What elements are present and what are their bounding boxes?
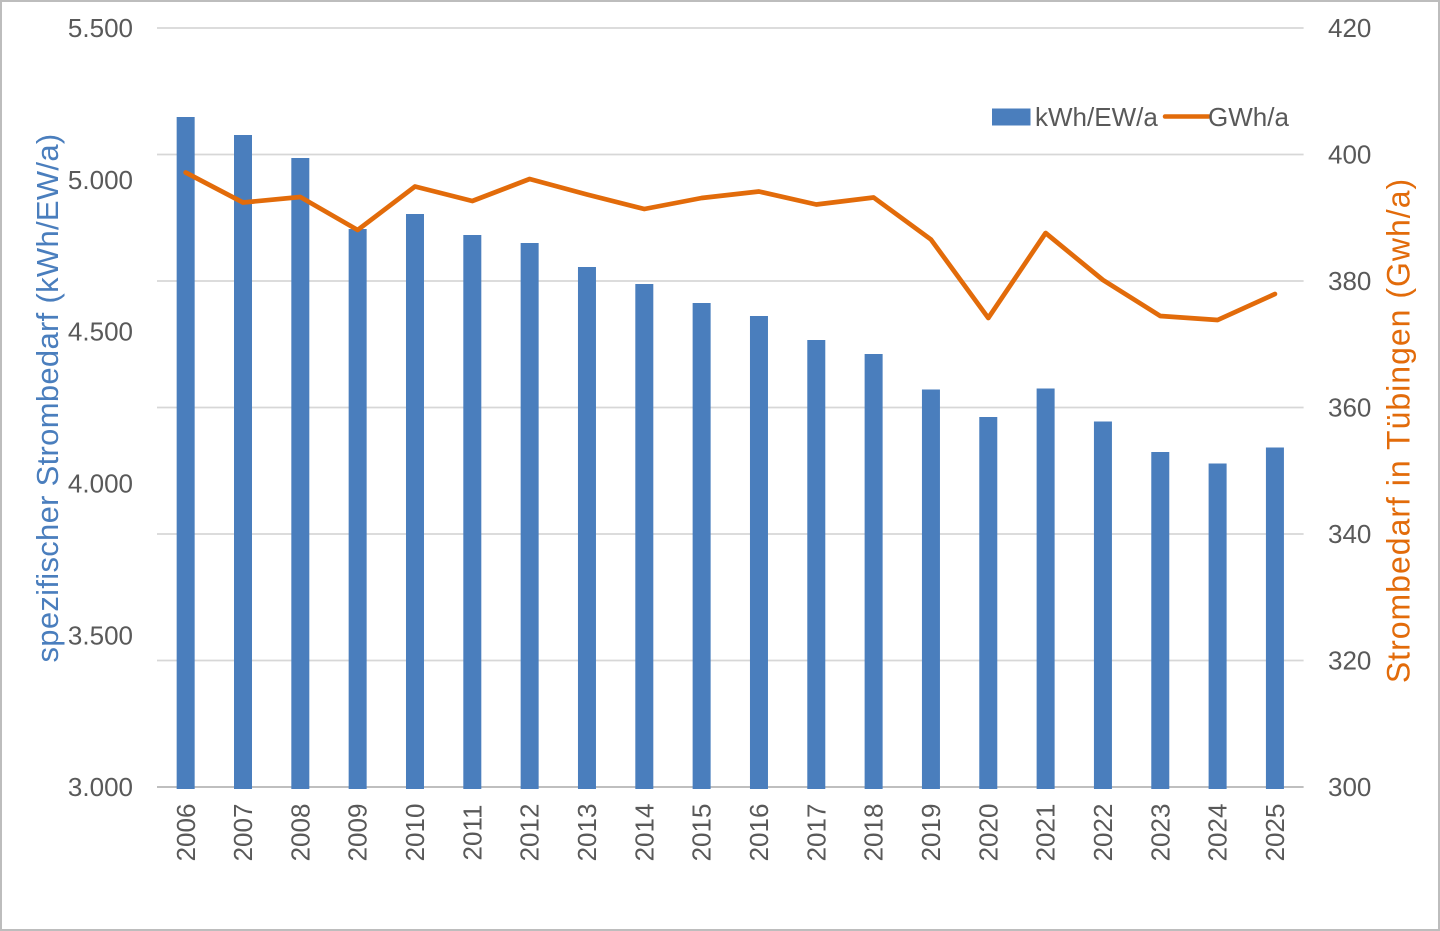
svg-text:Strombedarf in Tübingen (Gwh/a: Strombedarf in Tübingen (Gwh/a): [1381, 178, 1417, 683]
svg-text:2021: 2021: [1031, 804, 1061, 862]
svg-text:GWh/a: GWh/a: [1208, 102, 1289, 132]
svg-text:3.500: 3.500: [68, 620, 133, 650]
svg-text:320: 320: [1328, 646, 1371, 676]
svg-text:300: 300: [1328, 772, 1371, 802]
svg-text:2008: 2008: [285, 804, 315, 862]
svg-text:2011: 2011: [457, 805, 487, 861]
svg-text:2025: 2025: [1260, 804, 1290, 862]
svg-text:2016: 2016: [744, 804, 774, 862]
svg-text:3.000: 3.000: [68, 772, 133, 802]
svg-text:2009: 2009: [343, 804, 373, 862]
svg-text:380: 380: [1328, 266, 1371, 296]
svg-text:4.500: 4.500: [68, 317, 133, 347]
svg-text:2020: 2020: [973, 804, 1003, 862]
svg-text:2013: 2013: [572, 804, 602, 862]
svg-text:kWh/EW/a: kWh/EW/a: [1035, 102, 1158, 132]
svg-text:400: 400: [1328, 140, 1371, 170]
svg-text:5.000: 5.000: [68, 165, 133, 195]
svg-text:2006: 2006: [171, 804, 201, 862]
svg-text:2010: 2010: [400, 804, 430, 862]
svg-text:spezifischer Strombedarf (kWh/: spezifischer Strombedarf (kWh/EW/a): [30, 133, 65, 662]
svg-text:340: 340: [1328, 519, 1371, 549]
svg-text:2022: 2022: [1088, 804, 1118, 862]
svg-text:2015: 2015: [687, 804, 717, 862]
svg-text:420: 420: [1328, 13, 1371, 43]
svg-text:5.500: 5.500: [68, 13, 133, 43]
svg-text:2017: 2017: [801, 804, 831, 862]
svg-text:2023: 2023: [1145, 804, 1175, 862]
svg-text:2018: 2018: [859, 804, 889, 862]
svg-text:2014: 2014: [629, 804, 659, 862]
svg-text:360: 360: [1328, 393, 1371, 423]
svg-text:2007: 2007: [228, 804, 258, 862]
svg-text:2019: 2019: [916, 804, 946, 862]
svg-text:2024: 2024: [1203, 804, 1233, 862]
svg-text:2012: 2012: [515, 804, 545, 862]
svg-text:4.000: 4.000: [68, 469, 133, 499]
